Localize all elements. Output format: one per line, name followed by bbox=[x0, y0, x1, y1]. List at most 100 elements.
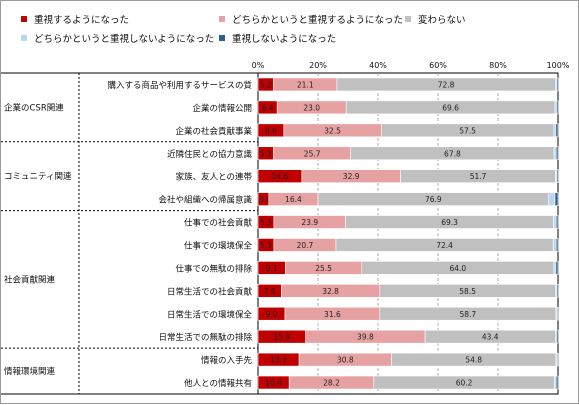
data-label: 8.6 bbox=[265, 126, 277, 135]
legend-label: 重視しないようになった bbox=[232, 34, 337, 45]
data-label: 32.5 bbox=[324, 126, 341, 135]
bar-segment bbox=[555, 375, 559, 390]
data-label: 57.5 bbox=[459, 126, 476, 135]
data-label: 20.7 bbox=[297, 241, 314, 250]
data-label: 23.9 bbox=[301, 218, 318, 227]
legend-swatch bbox=[405, 16, 411, 22]
legend-swatch bbox=[21, 35, 27, 41]
category-label: 情報の入手先 bbox=[201, 355, 253, 366]
legend-label: どちらかというと重視しないようになった bbox=[34, 34, 215, 45]
group-label: 社会貢献関連 bbox=[4, 274, 56, 285]
bar-segment bbox=[556, 329, 559, 344]
data-label: 23.0 bbox=[303, 103, 320, 112]
group-label: 企業のCSR関連 bbox=[4, 102, 64, 113]
bar-segment bbox=[556, 169, 559, 183]
bar-segment bbox=[553, 261, 557, 275]
x-tick-label: 0% bbox=[252, 61, 265, 70]
data-label: 21.1 bbox=[297, 80, 314, 89]
category-label: 企業の情報公開 bbox=[192, 103, 252, 114]
data-label: 6.4 bbox=[262, 103, 274, 112]
bar-segment bbox=[555, 238, 559, 252]
bar-segment bbox=[556, 352, 559, 367]
data-label: 5.2 bbox=[260, 80, 272, 89]
bar-segment bbox=[556, 77, 559, 92]
data-label: 54.8 bbox=[465, 356, 482, 365]
legend-label: 変わらない bbox=[418, 15, 466, 26]
bar-segment bbox=[554, 192, 559, 206]
legend-swatch bbox=[219, 35, 225, 41]
x-tick-label: 60% bbox=[429, 61, 447, 70]
category-label: 仕事での社会貢献 bbox=[184, 218, 253, 229]
category-label: 仕事での環境保全 bbox=[184, 240, 253, 251]
data-label: 5.2 bbox=[260, 149, 272, 158]
x-tick-label: 80% bbox=[489, 61, 507, 70]
data-label: 5.3 bbox=[260, 218, 272, 227]
category-label: 会社や組織への帰属意識 bbox=[158, 195, 252, 206]
data-label: 32.8 bbox=[322, 287, 339, 296]
data-label: 51.7 bbox=[470, 172, 487, 181]
data-label: 3.6 bbox=[259, 195, 271, 204]
data-label: 5.3 bbox=[260, 241, 272, 250]
legend-item: どちらかというと重視しないようになった bbox=[21, 31, 214, 45]
x-tick-label: 100% bbox=[547, 61, 570, 70]
group-label: 情報環境関連 bbox=[4, 366, 56, 377]
category-label: 日常生活での無駄の排除 bbox=[158, 332, 252, 343]
bar-segment bbox=[553, 215, 557, 229]
bar-segment bbox=[556, 100, 559, 115]
bar-segment bbox=[553, 146, 557, 161]
x-tick-label: 20% bbox=[309, 61, 327, 70]
data-label: 31.6 bbox=[324, 310, 341, 319]
x-tick-label: 40% bbox=[369, 61, 387, 70]
bar-segment bbox=[555, 215, 559, 229]
data-label: 72.8 bbox=[438, 80, 455, 89]
data-label: 58.7 bbox=[459, 310, 476, 319]
category-label: 購入する商品や利用するサービスの質 bbox=[107, 80, 252, 91]
data-label: 16.4 bbox=[285, 195, 302, 204]
bar-segment bbox=[556, 306, 559, 321]
legend-swatch bbox=[21, 16, 27, 22]
data-label: 39.8 bbox=[357, 333, 374, 342]
data-label: 9.0 bbox=[266, 310, 278, 319]
bar-segment bbox=[555, 146, 559, 161]
data-label: 14.6 bbox=[272, 172, 289, 181]
data-label: 67.8 bbox=[444, 149, 461, 158]
data-label: 76.9 bbox=[425, 195, 442, 204]
category-label: 家族、友人との連帯 bbox=[176, 172, 253, 183]
data-label: 28.2 bbox=[323, 379, 340, 388]
legend-label: どちらかというと重視するようになった bbox=[232, 15, 404, 26]
data-label: 69.6 bbox=[442, 103, 459, 112]
category-label: 企業の社会貢献事業 bbox=[175, 126, 252, 137]
plot-area bbox=[257, 72, 559, 395]
data-label: 43.4 bbox=[482, 333, 499, 342]
data-label: 69.3 bbox=[441, 218, 458, 227]
data-label: 25.7 bbox=[304, 149, 321, 158]
data-label: 13.7 bbox=[270, 356, 287, 365]
data-label: 10.4 bbox=[265, 379, 282, 388]
data-label: 32.9 bbox=[343, 172, 360, 181]
bar-segment bbox=[556, 284, 559, 298]
data-label: 60.2 bbox=[456, 379, 473, 388]
data-label: 15.9 bbox=[273, 333, 290, 342]
bar-segment bbox=[553, 123, 557, 138]
data-label: 7.8 bbox=[264, 287, 276, 296]
category-label: 日常生活での環境保全 bbox=[167, 309, 253, 320]
data-label: 64.0 bbox=[449, 264, 466, 273]
category-label: 近隣住民との協力意識 bbox=[167, 149, 252, 160]
data-label: 30.8 bbox=[337, 356, 354, 365]
legend-item: 変わらない bbox=[405, 12, 466, 26]
legend-swatch bbox=[219, 16, 225, 22]
legend-label: 重視するようになった bbox=[34, 15, 130, 26]
category-label: 仕事での無駄の排除 bbox=[175, 263, 252, 274]
data-label: 9.1 bbox=[266, 264, 278, 273]
legend-item: どちらかというと重視するようになった bbox=[219, 12, 403, 26]
bar-segment bbox=[555, 123, 559, 138]
group-label: コミュニティ関連 bbox=[4, 171, 72, 182]
data-label: 58.5 bbox=[459, 287, 476, 296]
legend-item: 重視するようになった bbox=[21, 12, 129, 26]
bar-segment bbox=[555, 261, 559, 275]
category-label: 日常生活での社会貢献 bbox=[167, 286, 253, 297]
legend-item: 重視しないようになった bbox=[219, 31, 336, 45]
data-label: 72.4 bbox=[436, 241, 453, 250]
